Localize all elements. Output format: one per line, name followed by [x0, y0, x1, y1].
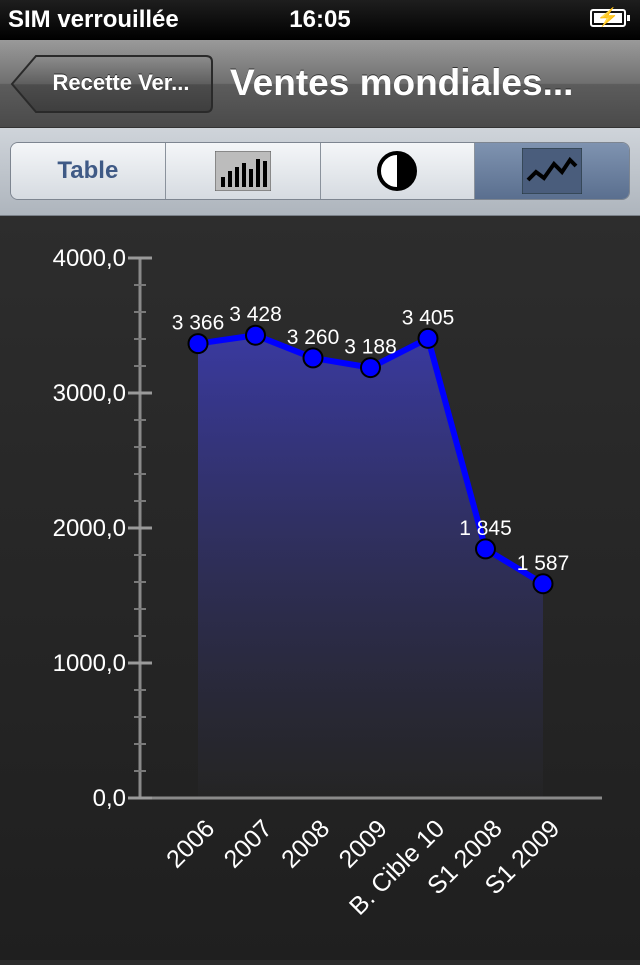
data-point: [417, 327, 439, 349]
battery-icon: ⚡: [590, 7, 630, 27]
data-point: [475, 538, 496, 560]
line-chart-icon: [522, 148, 583, 194]
view-toolbar: Table: [0, 128, 640, 216]
battery-fill: [594, 13, 622, 23]
segment-pie-chart[interactable]: [320, 143, 476, 199]
chart-area: 0,0 1000,0 2000,0 3000,0 4000,0 3 366 3 428 3 2…: [0, 216, 640, 960]
x-tick-label: 2006: [161, 814, 220, 873]
back-button-label: Recette Ver...: [52, 70, 190, 95]
data-point: [360, 357, 381, 379]
status-bar: SIM verrouillée 16:05 ⚡: [0, 0, 640, 40]
segment-bar-chart[interactable]: [165, 143, 321, 199]
data-label: 1 587: [517, 552, 570, 575]
carrier-label: SIM verrouillée: [8, 6, 179, 33]
area-fill: [198, 335, 543, 798]
bar-chart-icon: [214, 151, 271, 191]
view-segmented-control: Table: [10, 142, 630, 200]
data-label: 1 845: [459, 517, 512, 540]
x-tick-label: 2008: [276, 814, 335, 873]
segment-table[interactable]: Table: [11, 143, 166, 199]
data-label: 3 366: [172, 312, 225, 335]
data-point: [532, 573, 554, 595]
data-label: 3 405: [402, 306, 455, 329]
y-tick-label: 4000,0: [53, 245, 126, 272]
segment-table-label: Table: [57, 157, 119, 184]
page-title: Ventes mondiales...: [230, 62, 574, 103]
y-tick-label: 3000,0: [53, 380, 126, 407]
back-button[interactable]: Recette Ver...: [10, 54, 214, 114]
data-label: 3 260: [287, 326, 340, 349]
x-tick-label: 2007: [219, 814, 278, 873]
y-tick-label: 2000,0: [53, 515, 126, 542]
data-point: [302, 347, 324, 369]
charging-icon: ⚡: [596, 7, 620, 27]
pie-chart-icon: [377, 151, 418, 191]
data-point: [187, 333, 209, 355]
data-label: 3 188: [344, 336, 397, 359]
navigation-bar: Recette Ver... Ventes mondiales...: [0, 40, 640, 128]
status-time: 16:05: [289, 6, 351, 33]
y-tick-label: 1000,0: [53, 650, 126, 677]
data-label: 3 428: [229, 303, 282, 326]
back-button-shape: [10, 55, 213, 113]
segment-line-chart[interactable]: [475, 143, 629, 199]
y-tick-label: 0,0: [93, 785, 126, 812]
data-point: [245, 324, 266, 346]
